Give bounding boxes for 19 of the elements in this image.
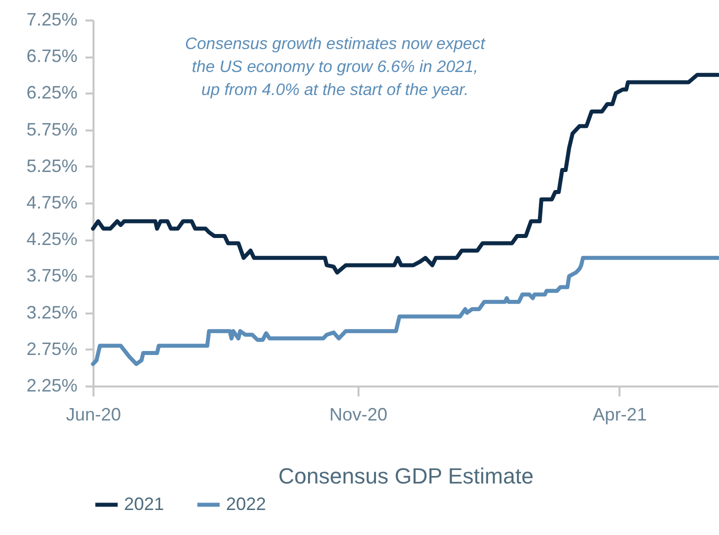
y-tick-label: 5.25% (26, 156, 78, 176)
y-tick-label: 6.25% (26, 82, 78, 103)
y-tick-label: 2.75% (26, 338, 78, 359)
y-tick-label: 4.75% (26, 192, 78, 212)
legend-label: 2021 (124, 494, 164, 514)
y-tick-label: 5.75% (26, 119, 78, 140)
y-tick-label: 4.25% (26, 229, 78, 250)
y-tick-label: 6.75% (26, 46, 78, 66)
y-tick-label: 3.25% (26, 302, 78, 322)
line-series (91, 256, 719, 366)
annotation: Consensus growth estimates now expect the US economy to grow 6.6% in 2021, up from 4.0% at the start of the year. (185, 35, 486, 99)
x-axis-title: Consensus GDP Estimate (278, 464, 534, 488)
y-tick-label: 2.25% (26, 376, 78, 396)
legend-label: 2022 (226, 494, 266, 514)
y-tick-label: 3.75% (26, 266, 78, 286)
x-tick-label: Apr-21 (592, 404, 647, 424)
x-tick-label: Nov-20 (329, 404, 388, 424)
x-tick-label: Jun-20 (66, 404, 122, 424)
y-tick-label: 7.25% (26, 10, 78, 30)
